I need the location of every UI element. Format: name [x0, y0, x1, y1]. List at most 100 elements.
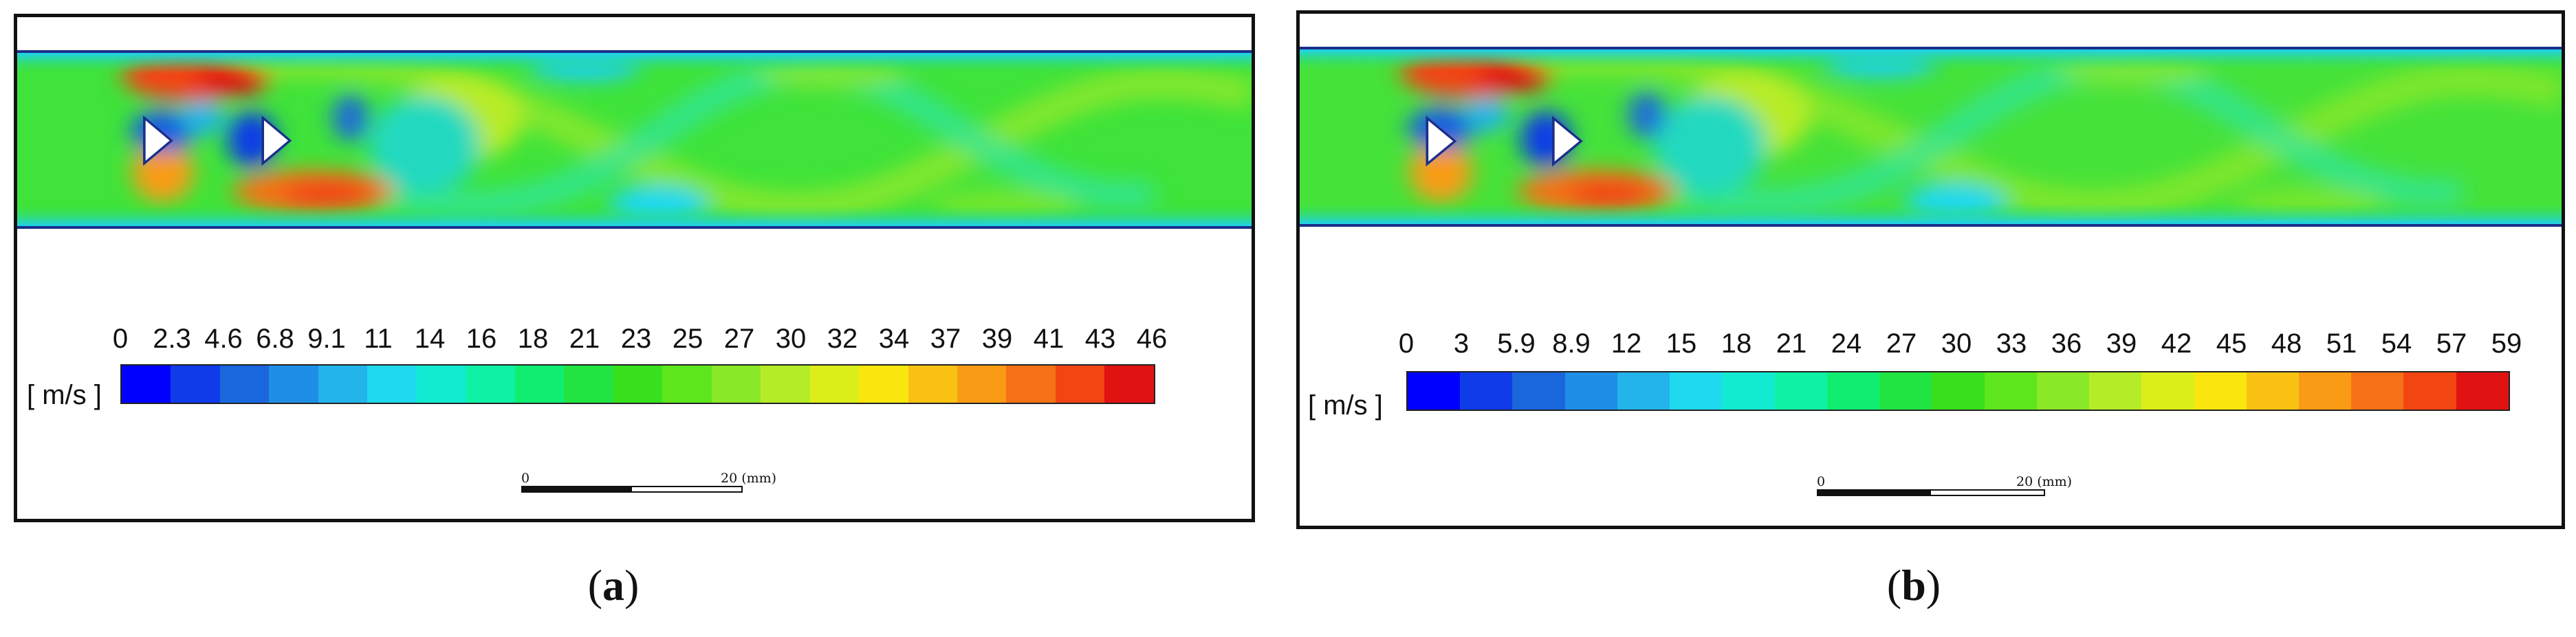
colorbar-tick-label: 59 [2491, 328, 2522, 359]
colorbar-tick-label: 34 [878, 324, 910, 354]
colorbar-tick-label: 2.3 [153, 324, 191, 354]
colorbar-segment [2298, 372, 2352, 410]
colorbar-tick-label: 21 [569, 324, 600, 354]
scale-bar-end-label: 20 (mm) [2016, 474, 2073, 489]
colorbar-tick-label: 18 [517, 324, 549, 354]
colorbar-tick-label: 24 [1831, 328, 1862, 359]
colorbar-tick-label: 27 [723, 324, 755, 354]
colorbar-segment [957, 366, 1007, 403]
colorbar-unit-label: [ m/s ] [1308, 390, 1383, 421]
colorbar-tick-label: 54 [2381, 328, 2412, 359]
colorbar-tick-label: 39 [981, 324, 1013, 354]
colorbar-tick-label: 9.1 [307, 324, 346, 354]
colorbar-tick-label: 32 [827, 324, 858, 354]
colorbar-tick-label: 30 [1941, 328, 1972, 359]
colorbar-segment [1826, 372, 1880, 410]
velocity-contour-plot [17, 53, 1252, 226]
colorbar-tick-label: 15 [1666, 328, 1697, 359]
caption-letter: b [1901, 561, 1926, 610]
colorbar-segment [2246, 372, 2299, 410]
colorbar-tick-label: 18 [1721, 328, 1752, 359]
colorbar-segment [1722, 372, 1775, 410]
colorbar-segment [1104, 366, 1154, 403]
velocity-contour-channel [1300, 47, 2562, 227]
colorbar-tick-label: 41 [1033, 324, 1065, 354]
colorbar-segment [761, 366, 810, 403]
scale-bar: 0 20 (mm) [521, 471, 776, 498]
colorbar-segment [122, 366, 171, 403]
colorbar-segment [171, 366, 220, 403]
colorbar-segment [318, 366, 368, 403]
colorbar-segment [908, 366, 957, 403]
colorbar-tick-label: 16 [466, 324, 497, 354]
scale-bar: 0 20 (mm) [1817, 474, 2072, 502]
colorbar-segment [1564, 372, 1617, 410]
colorbar-segment [809, 366, 860, 403]
colorbar-tick-label: 5.9 [1497, 328, 1536, 359]
colorbar-segment [2403, 372, 2456, 410]
colorbar-tick-label: 8.9 [1552, 328, 1591, 359]
velocity-contour-plot [1300, 49, 2562, 224]
colorbar-tick-label: 0 [112, 324, 129, 354]
scale-bar-start-label: 0 [1817, 474, 1826, 489]
colorbar-segment [859, 366, 908, 403]
colorbar-tick-label: 30 [775, 324, 807, 354]
scale-bar-end-label: 20 (mm) [721, 471, 777, 486]
colorbar-tick-label: 48 [2271, 328, 2302, 359]
colorbar-tick-label: 36 [2051, 328, 2082, 359]
colorbar-tick-label: 25 [672, 324, 703, 354]
colorbar-tick-label: 33 [1996, 328, 2027, 359]
colorbar-segment [2456, 372, 2509, 410]
colorbar-segment [564, 366, 613, 403]
contour-panel-b: 0 3 5.9 8.9 12 15 18 21 24 27 30 33 36 39 42 45 48 51 54 57… [1296, 10, 2565, 529]
velocity-contour-channel [17, 50, 1252, 229]
colorbar-tick-label: 6.8 [256, 324, 294, 354]
colorbar-segment [1774, 372, 1827, 410]
caption-letter: a [602, 561, 624, 610]
caption-a: (a) [587, 561, 640, 610]
colorbar-tick-label: 3 [1453, 328, 1470, 359]
colorbar-segment [2141, 372, 2194, 410]
colorbar-tick-label: 12 [1611, 328, 1642, 359]
colorbar-segment [1879, 372, 1932, 410]
colorbar-tick-label: 23 [620, 324, 652, 354]
colorbar-segment [416, 366, 466, 403]
colorbar-tick-labels: 0 2.3 4.6 6.8 9.1 11 14 16 18 21 23 25 27 30 32 34 37 39 4… [113, 318, 1167, 359]
colorbar-segment [367, 366, 417, 403]
colorbar-segment [2036, 372, 2090, 410]
colorbar-tick-label: 46 [1136, 324, 1168, 354]
colorbar-segment [2351, 372, 2404, 410]
colorbar-tick-label: 42 [2161, 328, 2192, 359]
contour-panel-a: 0 2.3 4.6 6.8 9.1 11 14 16 18 21 23 25 27 30 32 34 37 39 4… [14, 14, 1255, 522]
colorbar-segment [1055, 366, 1105, 403]
colorbar-segment [1617, 372, 1670, 410]
colorbar-unit-label: [ m/s ] [27, 380, 102, 410]
colorbar-segment [711, 366, 761, 403]
colorbar-tick-label: 21 [1776, 328, 1807, 359]
colorbar-segment [1006, 366, 1056, 403]
colorbar-tick-label: 43 [1084, 324, 1116, 354]
colorbar-segment [2089, 372, 2142, 410]
colorbar-tick-label: 27 [1886, 328, 1917, 359]
colorbar-segment [1984, 372, 2037, 410]
colorbar-segment [1512, 372, 1565, 410]
colorbar-tick-label: 0 [1398, 328, 1415, 359]
colorbar-segment [1408, 372, 1461, 410]
colorbar-tick-labels: 0 3 5.9 8.9 12 15 18 21 24 27 30 33 36 39 42 45 48 51 54 57… [1399, 323, 2522, 364]
colorbar-segment [514, 366, 565, 403]
colorbar-tick-label: 39 [2106, 328, 2137, 359]
colorbar-tick-label: 57 [2436, 328, 2467, 359]
colorbar-tick-label: 45 [2216, 328, 2247, 359]
colorbar-tick-label: 14 [414, 324, 446, 354]
colorbar [120, 364, 1155, 404]
colorbar-segment [662, 366, 712, 403]
colorbar-segment [613, 366, 663, 403]
colorbar-segment [1932, 372, 1985, 410]
colorbar-segment [269, 366, 318, 403]
colorbar-tick-label: 4.6 [204, 324, 243, 354]
colorbar [1406, 371, 2510, 411]
colorbar-segment [466, 366, 515, 403]
colorbar-segment [219, 366, 270, 403]
colorbar-tick-label: 11 [364, 324, 393, 354]
caption-b: (b) [1886, 561, 1941, 610]
